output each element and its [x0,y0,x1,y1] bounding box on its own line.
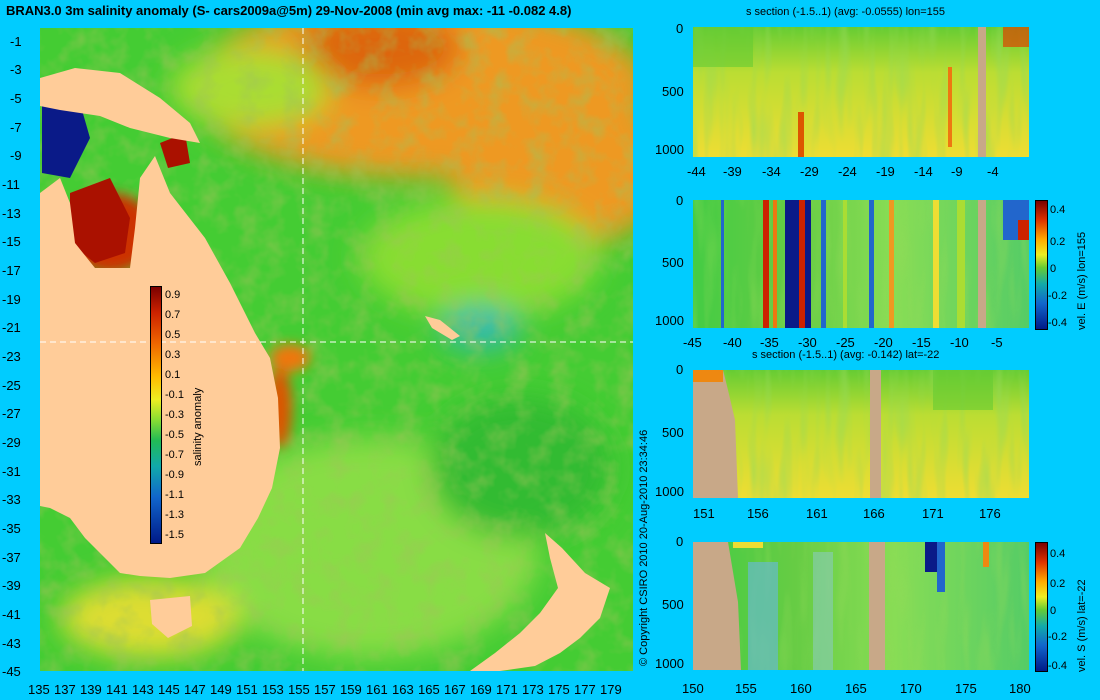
new-zealand-land [470,533,610,671]
new-caledonia-land [425,316,460,340]
salinity-map[interactable] [40,28,633,671]
panel-title: s section (-1.5..1) (avg: -0.142) lat=-2… [752,349,940,361]
new-guinea-land [40,68,200,143]
velocity-east-colorbar [1035,200,1048,330]
panel-4-colorbar-label: vel. S (m/s) lat=-22 [1076,579,1088,672]
panel-title: s section (-1.5..1) (avg: -0.0555) lon=1… [746,6,946,18]
copyright-text: © Copyright CSIRO 2010 20-Aug-2010 23:34… [638,429,650,666]
velocity-south-section-plot[interactable] [693,542,1029,670]
map-colorbar [150,286,162,544]
panel-2-colorbar-label: vel. E (m/s) lon=155 [1076,231,1088,330]
velocity-south-colorbar [1035,542,1048,672]
salinity-section-lon-plot[interactable] [693,27,1029,157]
salinity-section-lat-plot[interactable] [693,370,1029,498]
main-title: BRAN3.0 3m salinity anomaly (S- cars2009… [6,3,572,18]
map-colorbar-ticks: 0.9 0.7 0.5 0.3 0.1 -0.1 -0.3 -0.5 -0.7 … [165,289,184,541]
velocity-east-section-plot[interactable] [693,200,1029,328]
map-colorbar-label: salinity anomaly [192,387,204,466]
tasmania-land [150,596,192,638]
